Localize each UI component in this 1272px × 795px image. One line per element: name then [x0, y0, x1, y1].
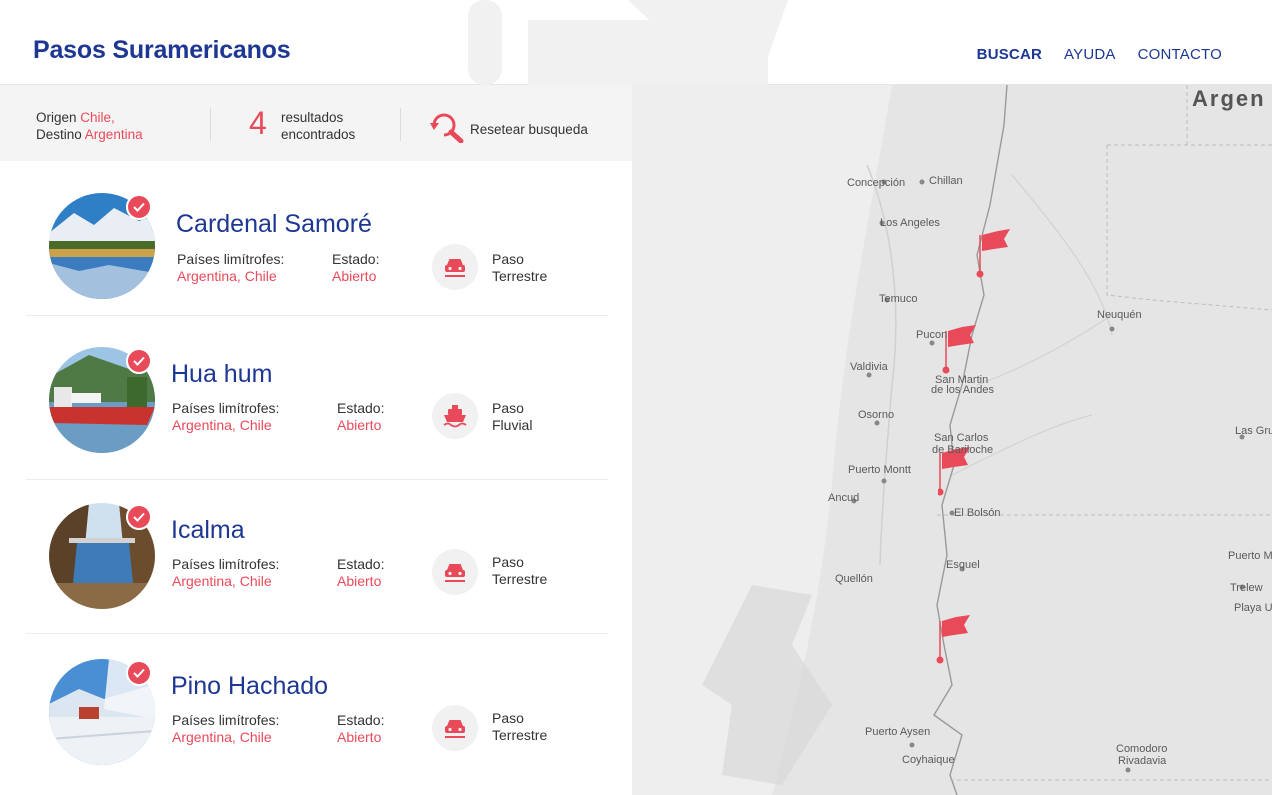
pass-type-line-1: Paso: [492, 554, 524, 570]
selected-check-icon: [126, 660, 152, 686]
result-count-label: resultados encontrados: [281, 109, 355, 143]
destination-value: Argentina: [84, 127, 143, 142]
countries-value: Argentina, Chile: [177, 268, 277, 284]
header-watermark: [468, 0, 788, 85]
map-place-label: San Carlos: [934, 432, 989, 444]
pass-type: Paso Terrestre: [492, 554, 547, 588]
pass-type: Paso Fluvial: [492, 400, 532, 434]
status-value: Abierto: [337, 417, 382, 433]
map-place-label: Quellón: [835, 573, 873, 585]
map-place-label: Puerto M: [1228, 550, 1272, 562]
pass-marker-flag[interactable]: [974, 225, 1014, 280]
map-place-label: Pucon: [916, 329, 948, 341]
pass-type-line-2: Terrestre: [492, 571, 548, 587]
map-place-label: de Bariloche: [932, 444, 994, 456]
countries-label: Países limítrofes:: [172, 400, 280, 416]
map-place-label: de los Andes: [931, 384, 994, 396]
map-place-label: Temuco: [879, 293, 918, 305]
map-place-label: El Bolsón: [954, 507, 1001, 519]
countries-label: Países limítrofes:: [172, 556, 280, 572]
result-item-hua-hum[interactable]: Hua hum Países limítrofes: Argentina, Ch…: [26, 325, 608, 480]
origin-value: Chile,: [80, 110, 115, 125]
map-place-label: Puerto Montt: [848, 464, 911, 476]
map-place-label: Trelew: [1230, 582, 1263, 594]
map-place-label: Puerto Aysen: [865, 726, 931, 738]
pass-name[interactable]: Pino Hachado: [171, 672, 329, 700]
countries-label: Países limítrofes:: [177, 251, 285, 267]
reset-search-icon[interactable]: [430, 113, 464, 148]
status-label: Estado:: [337, 556, 385, 572]
map-place-label: Los Angeles: [880, 217, 940, 229]
top-header: Pasos Suramericanos BUSCAR AYUDA CONTACT…: [0, 0, 1272, 85]
ferry-icon: [432, 393, 478, 439]
car-icon: [432, 549, 478, 595]
brand-logo[interactable]: Pasos Suramericanos: [33, 36, 291, 64]
countries-label: Países limítrofes:: [172, 712, 280, 728]
map-place-label: Coyhaique: [902, 754, 955, 766]
nav-buscar[interactable]: BUSCAR: [976, 46, 1043, 63]
result-item-cardenal-samore[interactable]: Cardenal Samoré Países limítrofes: Argen…: [26, 161, 608, 316]
pass-marker-flag[interactable]: [938, 443, 978, 498]
pass-type-line-2: Terrestre: [492, 727, 548, 743]
map-country-label: Argen: [1192, 86, 1266, 111]
map-place-label: Esquel: [946, 559, 980, 571]
status-label: Estado:: [337, 712, 385, 728]
pass-marker-flag[interactable]: [942, 321, 982, 376]
status-value: Abierto: [337, 573, 382, 589]
map-place-label: Concepción: [847, 177, 906, 189]
reset-search-button[interactable]: Resetear busqueda: [470, 122, 588, 137]
pass-type-line-2: Terrestre: [492, 268, 548, 284]
map-place-label: Neuquén: [1097, 309, 1142, 321]
car-icon: [432, 705, 478, 751]
selected-check-icon: [126, 348, 152, 374]
map-place-label: Chillan: [929, 175, 963, 187]
search-summary: Origen Chile, Destino Argentina 4 result…: [0, 85, 632, 161]
selected-check-icon: [126, 504, 152, 530]
map-place-label: San Martin: [935, 374, 989, 386]
pass-name[interactable]: Hua hum: [171, 360, 273, 388]
car-icon: [432, 244, 478, 290]
status-label: Estado:: [332, 251, 380, 267]
count-line-2: encontrados: [281, 127, 356, 142]
main-nav: BUSCAR AYUDA CONTACTO: [977, 46, 1222, 63]
pass-marker-flag[interactable]: [936, 611, 976, 666]
status-label: Estado:: [337, 400, 385, 416]
selected-check-icon: [126, 194, 152, 220]
pass-type: Paso Terrestre: [492, 251, 547, 285]
map-place-label: Playa U: [1234, 602, 1272, 614]
pass-type-line-1: Paso: [492, 400, 524, 416]
divider: [210, 108, 211, 141]
nav-ayuda[interactable]: AYUDA: [1064, 46, 1116, 63]
count-line-1: resultados: [281, 110, 344, 125]
result-count: 4: [249, 105, 267, 141]
map-place-label: Comodoro: [1116, 743, 1168, 755]
status-value: Abierto: [337, 729, 382, 745]
pass-type: Paso Terrestre: [492, 710, 547, 744]
map-place-label: Ancud: [828, 492, 860, 504]
pass-type-line-1: Paso: [492, 251, 524, 267]
countries-value: Argentina, Chile: [172, 417, 272, 433]
origin-label: Origen: [36, 110, 77, 125]
result-item-icalma[interactable]: Icalma Países limítrofes: Argentina, Chi…: [26, 479, 608, 634]
pass-type-line-1: Paso: [492, 710, 524, 726]
nav-contacto[interactable]: CONTACTO: [1137, 46, 1222, 63]
results-list: Cardenal Samoré Países limítrofes: Argen…: [0, 161, 632, 795]
countries-value: Argentina, Chile: [172, 729, 272, 745]
map-place-label: Valdivia: [850, 361, 888, 373]
destination-label: Destino: [36, 127, 82, 142]
route-summary: Origen Chile, Destino Argentina: [36, 109, 143, 143]
map-place-label: Osorno: [858, 409, 895, 421]
result-item-pino-hachado[interactable]: Pino Hachado Países limítrofes: Argentin…: [26, 635, 608, 790]
pass-name[interactable]: Icalma: [171, 516, 245, 544]
divider: [400, 108, 401, 141]
countries-value: Argentina, Chile: [172, 573, 272, 589]
pass-type-line-2: Fluvial: [492, 417, 533, 433]
map-place-label: Las Gru: [1235, 425, 1272, 437]
map-panel[interactable]: Argen Concepción Chillan Los Angeles Tem…: [632, 85, 1272, 795]
status-value: Abierto: [332, 268, 377, 284]
map-place-label: Rivadavia: [1118, 755, 1167, 767]
pass-name[interactable]: Cardenal Samoré: [176, 210, 372, 238]
